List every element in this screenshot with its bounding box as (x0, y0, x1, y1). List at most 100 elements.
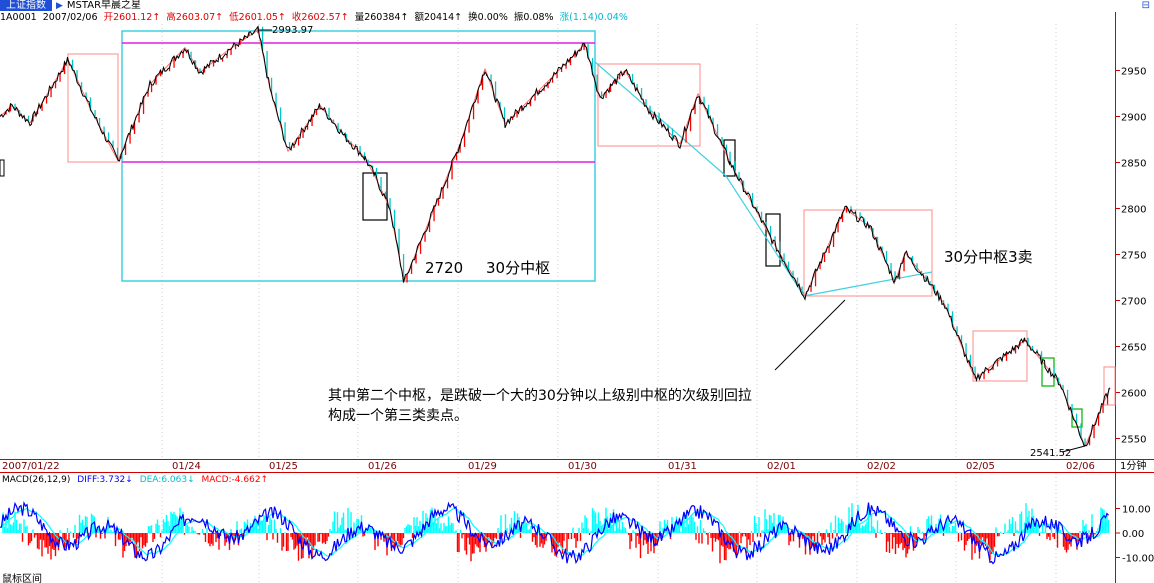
small-box-2 (723, 139, 736, 177)
candle (433, 205, 435, 222)
candle (168, 67, 171, 72)
pivot-box-2 (597, 63, 701, 147)
candle (442, 188, 444, 199)
candle (823, 253, 826, 263)
candle (98, 118, 101, 127)
close-price: 收2602.57↑ (291, 12, 349, 23)
x-tick-label: 01/31 (668, 461, 697, 472)
candle (112, 140, 114, 148)
quote-info-bar: 1A0001 2007/02/06 开2601.12↑ 高2603.07↑ 低2… (0, 12, 1154, 24)
candle (911, 255, 914, 264)
candle (1066, 389, 1069, 405)
candle (925, 275, 927, 282)
candle (951, 311, 954, 327)
candle (499, 101, 501, 108)
candle (194, 60, 197, 69)
play-arrow-icon[interactable]: ▶ (56, 0, 63, 11)
candle (446, 179, 449, 189)
candle (729, 151, 731, 162)
trend-segments (0, 29, 1111, 447)
period-label: 1分钟 (1120, 459, 1146, 472)
candle (468, 119, 470, 133)
candle (182, 53, 184, 59)
candle (41, 103, 43, 111)
candle (124, 143, 127, 155)
candle (89, 97, 92, 111)
indicator-name[interactable]: MSTAR早晨之星 (66, 0, 142, 11)
candle (359, 145, 361, 153)
date-axis: 2007/01/22 01/24 01/25 01/26 01/29 01/30 01/31… (2, 461, 1095, 472)
candle (742, 180, 745, 192)
candle (14, 103, 16, 111)
candle (503, 107, 506, 120)
diff-line (0, 500, 1109, 565)
x-tick-label: 01/29 (468, 461, 497, 472)
candle (645, 99, 647, 106)
candle (1080, 423, 1082, 439)
candle (511, 117, 514, 120)
candle (472, 103, 475, 120)
candle (190, 51, 192, 61)
candle (1005, 351, 1008, 361)
candle (578, 50, 581, 52)
macd-info-bar: MACD(26,12,9) DIFF:3.732↓ DEA:6.063↓ MAC… (2, 474, 272, 486)
comment-line-2: 构成一个第三类卖点。 (328, 407, 468, 424)
candle (547, 82, 549, 89)
candle (350, 141, 352, 144)
candle (978, 375, 981, 380)
down-trend-line-2 (725, 175, 805, 297)
candle (94, 110, 96, 119)
x-tick-label: 01/26 (368, 461, 397, 472)
candle (116, 147, 119, 159)
amplitude: 振0.08% (513, 12, 554, 23)
candle (371, 165, 374, 168)
edge-marker (0, 159, 5, 177)
candle (27, 115, 30, 122)
candle (796, 277, 799, 287)
trend-segment (319, 105, 346, 138)
candle (63, 61, 66, 75)
candle (494, 81, 497, 102)
candle (885, 250, 888, 264)
candle (1062, 384, 1064, 390)
x-tick-label: 01/30 (568, 461, 597, 472)
candle (903, 257, 905, 272)
candle (328, 107, 330, 120)
candle (54, 81, 57, 89)
candle (721, 136, 723, 145)
candle (618, 74, 621, 80)
y-tick-label: 2700 (1121, 297, 1146, 308)
candle (876, 236, 879, 247)
candle (609, 84, 612, 92)
candle (854, 209, 857, 213)
candle (1075, 413, 1078, 424)
candle (18, 110, 21, 117)
candle (142, 96, 145, 114)
candle (1027, 337, 1029, 346)
x-tick-label: 02/05 (966, 461, 995, 472)
candle (463, 132, 466, 147)
candle (306, 126, 309, 130)
candle (565, 65, 567, 69)
index-tab[interactable]: 上证指数 (0, 0, 52, 11)
macd-y-tick-label: -10.00 (1122, 554, 1154, 565)
candle (529, 100, 532, 107)
candle (428, 221, 431, 233)
volume: 量260384↑ (354, 12, 409, 23)
candle (129, 133, 131, 144)
candle (248, 32, 250, 36)
candle (760, 211, 763, 223)
candle (319, 108, 321, 110)
macd-diff: DIFF:3.732↓ (77, 475, 133, 485)
candle (819, 262, 821, 270)
window-restore-icon[interactable]: ⊟ (1141, 0, 1150, 11)
candle (212, 60, 215, 67)
candle (658, 112, 660, 124)
high-price: 高2603.07↑ (166, 12, 224, 23)
macd-value: MACD:-4.662↑ (201, 475, 269, 485)
candle (920, 270, 923, 276)
candle (1093, 425, 1095, 439)
candle (996, 359, 999, 367)
y-tick-label: 2950 (1121, 67, 1146, 78)
